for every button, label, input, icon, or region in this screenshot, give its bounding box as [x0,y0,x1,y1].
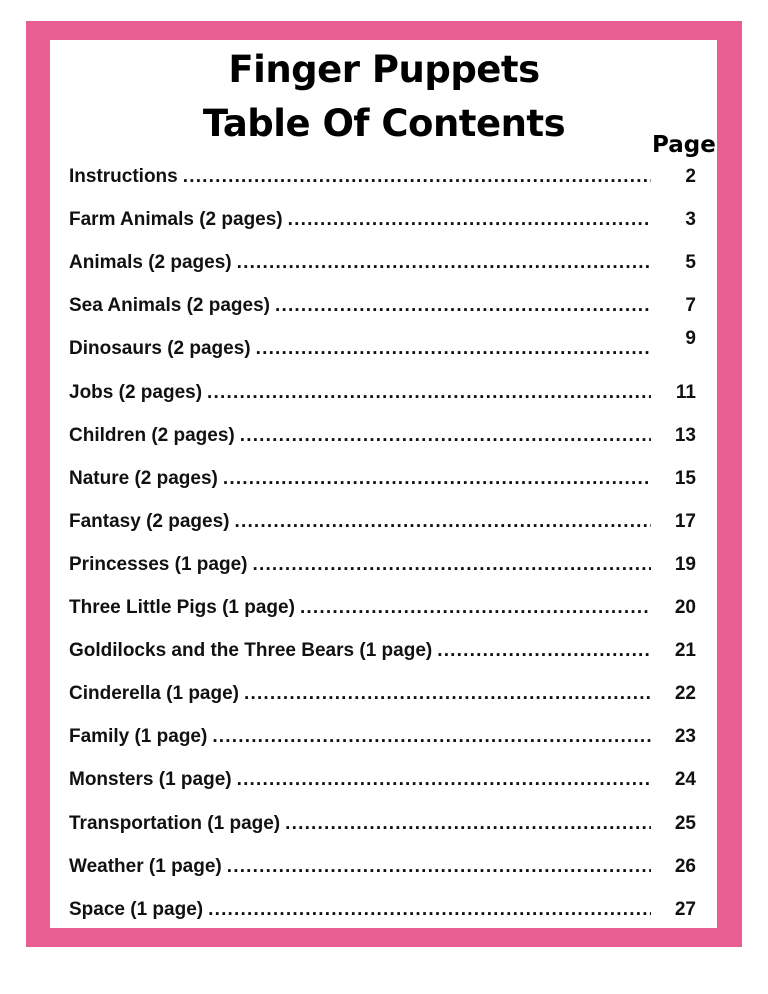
toc-entry: Weather (1 page)........................… [69,856,651,880]
toc-entry: Farm Animals (2 pages)..................… [69,209,651,233]
toc-entry-label: Sea Animals (2 pages) [69,295,270,317]
page-content-area [50,40,717,928]
toc-entry-label: Dinosaurs (2 pages) [69,338,251,360]
dot-leader: ........................................… [252,553,651,575]
toc-entry: Goldilocks and the Three Bears (1 page).… [69,640,651,664]
dot-leader: ........................................… [236,769,651,791]
toc-entry-page: 26 [674,855,696,877]
toc-entry-label: Animals (2 pages) [69,252,232,274]
toc-entry-label: Cinderella (1 page) [69,683,239,705]
dot-leader: ........................................… [274,295,651,317]
toc-entry-label: Family (1 page) [69,726,208,748]
toc-entry-page: 20 [674,597,696,618]
toc-entry-page: 23 [674,726,696,748]
toc-entry-label: Farm Animals (2 pages) [69,209,283,231]
toc-entry-page: 25 [674,812,696,834]
toc-entry: Space (1 page)..........................… [69,899,651,923]
toc-entry-label: Space (1 page) [69,898,204,920]
toc-entry-page: 15 [674,467,696,489]
toc-entry-page: 19 [674,553,696,575]
dot-leader: ........................................… [234,510,652,532]
toc-entry-page: 7 [685,295,696,317]
toc-entry-label: Weather (1 page) [69,855,222,877]
toc-entry-page: 27 [674,898,696,920]
dot-leader: ........................................… [287,209,651,231]
dot-leader: ........................................… [222,467,651,489]
toc-entry: Three Little Pigs (1 page)..............… [69,597,651,621]
toc-entry: Princesses (1 page).....................… [69,554,651,578]
title-line-1: Finger Puppets [228,48,540,91]
toc-entry-page: 2 [685,166,696,187]
toc-entry: Nature (2 pages)........................… [69,468,651,492]
toc-entry: Fantasy (2 pages).......................… [69,511,651,535]
toc-entry-page: 13 [674,424,696,446]
dot-leader: ........................................… [226,855,651,877]
page-column-header: Page [652,132,716,158]
toc-entry-page: 9 [685,328,696,350]
dot-leader: ........................................… [437,640,651,662]
dot-leader: ........................................… [285,812,651,834]
dot-leader: ........................................… [208,898,651,920]
dot-leader: ........................................… [255,338,651,360]
toc-entry-page: 22 [674,683,696,705]
toc-entry-page: 11 [675,381,696,403]
toc-entry-page: 3 [685,209,696,231]
toc-entry: Animals (2 pages).......................… [69,252,651,276]
toc-entry-label: Children (2 pages) [69,424,235,446]
toc-entry-label: Monsters (1 page) [69,769,232,791]
toc-entry: Transportation (1 page).................… [69,813,651,837]
dot-leader: ........................................… [239,424,651,446]
toc-entry: Instructions............................… [69,166,651,190]
dot-leader: ........................................… [244,683,651,705]
toc-entry-page: 24 [674,769,696,791]
toc-entry: Children (2 pages)......................… [69,425,651,449]
toc-entry: Sea Animals (2 pages)...................… [69,295,651,319]
dot-leader: ........................................… [182,166,651,187]
toc-entry-label: Nature (2 pages) [69,467,218,489]
toc-entry-page: 17 [674,510,696,532]
toc-entry-label: Jobs (2 pages) [69,381,203,403]
toc-entry-page: 5 [685,252,696,274]
toc-entry: Jobs (2 pages)..........................… [69,382,651,406]
toc-entry-label: Goldilocks and the Three Bears (1 page) [69,640,433,662]
toc-entry: Cinderella (1 page).....................… [69,683,651,707]
toc-entry: Family (1 page).........................… [69,726,651,750]
toc-entry-label: Three Little Pigs (1 page) [69,597,295,618]
toc-entry: Dinosaurs (2 pages).....................… [69,338,651,362]
dot-leader: ........................................… [299,597,651,618]
dot-leader: ........................................… [207,381,651,403]
title-line-2: Table Of Contents [202,102,566,145]
toc-entry-label: Transportation (1 page) [69,812,281,834]
toc-entry-label: Princesses (1 page) [69,553,248,575]
dot-leader: ........................................… [236,252,651,274]
toc-entry: Monsters (1 page).......................… [69,769,651,793]
toc-entry-page: 21 [674,640,696,662]
toc-entry-label: Instructions [69,166,178,187]
toc-entry-label: Fantasy (2 pages) [69,510,230,532]
dot-leader: ........................................… [212,726,651,748]
